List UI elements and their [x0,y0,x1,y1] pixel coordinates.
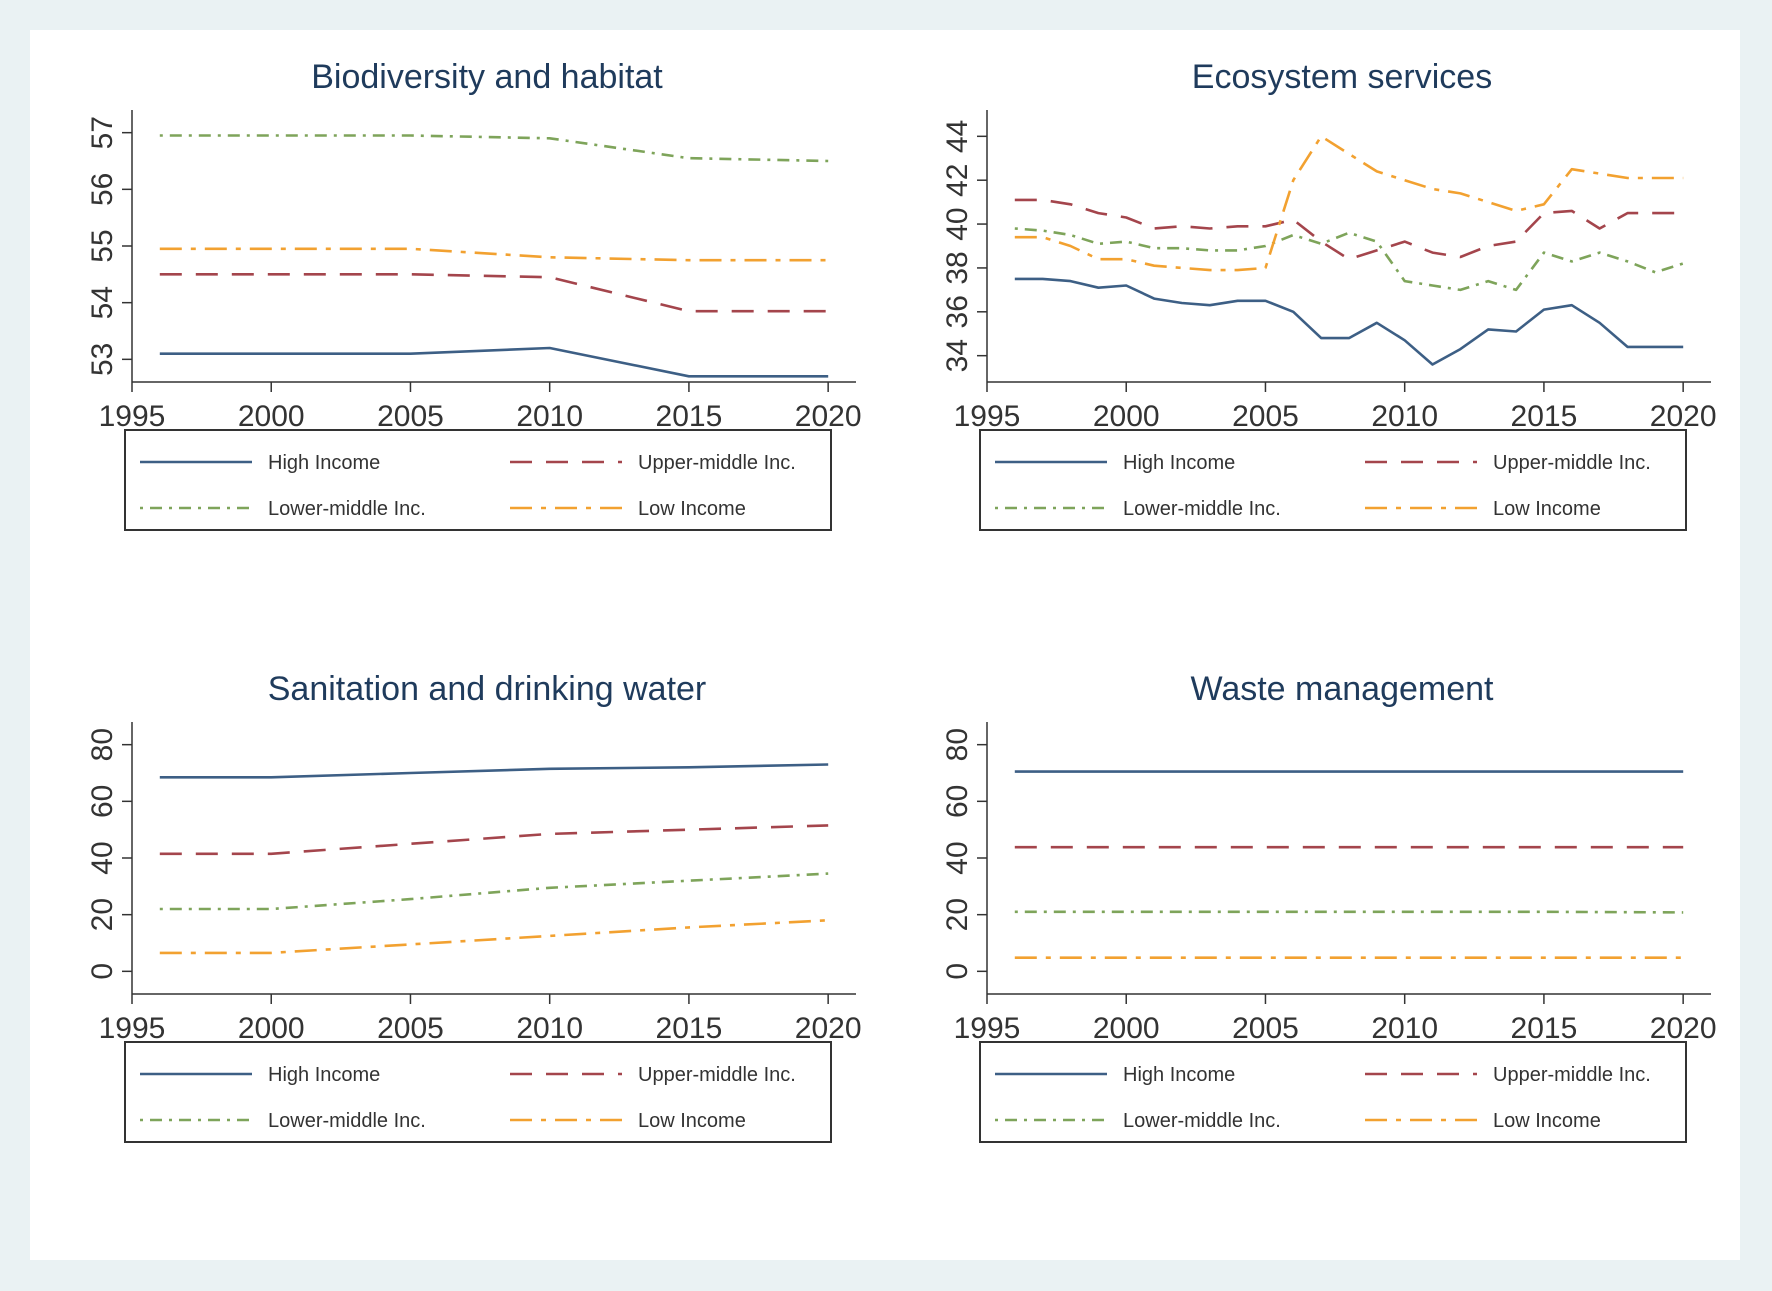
y-tick-label: 54 [86,286,119,319]
x-tick-label: 2005 [1232,1012,1299,1045]
legend-box [979,429,1687,531]
y-tick-label: 80 [86,728,119,761]
x-tick-label: 1995 [99,1012,166,1045]
legend-label: High Income [268,452,380,474]
legend-label: Low Income [638,1110,746,1132]
y-tick-label: 56 [86,173,119,206]
series-line-low-income [159,919,829,955]
chart-title: Ecosystem services [1192,58,1492,96]
x-tick-label: 2010 [516,1012,583,1045]
legend-label: Low Income [1493,1110,1601,1132]
legend-box [124,429,832,531]
x-tick-label: 1995 [954,1012,1021,1045]
legend-box [124,1041,832,1143]
series-line-lower-middle-inc [159,134,829,163]
legend-label: High Income [268,1064,380,1086]
y-tick-label: 40 [941,207,974,240]
x-tick-label: 2000 [238,1012,305,1045]
x-tick-label: 2020 [1650,400,1717,433]
x-tick-label: 2000 [238,400,305,433]
x-tick-label: 2005 [1232,400,1299,433]
series-line-upper-middle-inc [159,273,829,313]
series-line-upper-middle-inc [1014,198,1684,261]
x-tick-label: 2010 [1371,1012,1438,1045]
legend-label: Lower-middle Inc. [268,1110,426,1132]
series-line-lower-middle-inc [159,872,829,911]
y-tick-label: 40 [86,841,119,874]
legend-label: Low Income [1493,498,1601,520]
series-line-high-income [159,763,829,779]
x-tick-label: 2015 [1511,1012,1578,1045]
legend-label: Upper-middle Inc. [1493,1064,1651,1086]
y-tick-label: 44 [941,120,974,153]
y-tick-label: 53 [86,343,119,376]
legend-label: Low Income [638,498,746,520]
legend-label: Lower-middle Inc. [268,498,426,520]
figure-frame: Biodiversity and habitat 53 54 55 56 57 1995 20… [30,30,1740,1260]
series-line-low-income [159,247,829,262]
y-tick-label: 20 [941,898,974,931]
series-line-upper-middle-inc [159,824,829,856]
chart-title: Sanitation and drinking water [268,670,707,708]
chart-title: Waste management [1191,670,1495,708]
x-tick-label: 2015 [656,400,723,433]
y-tick-label: 20 [86,898,119,931]
x-tick-label: 2015 [1511,400,1578,433]
y-tick-label: 60 [941,785,974,818]
series-line-lower-middle-inc [1014,227,1684,292]
x-tick-label: 2005 [377,1012,444,1045]
y-tick-label: 40 [941,841,974,874]
series-line-high-income [159,346,829,378]
y-tick-label: 34 [941,339,974,372]
x-tick-label: 2010 [516,400,583,433]
legend-label: Upper-middle Inc. [1493,452,1651,474]
y-tick-label: 60 [86,785,119,818]
chart-panel-2: Ecosystem services 34 36 38 40 42 44 1995 2000 20… [941,58,1717,531]
y-tick-label: 80 [941,728,974,761]
legend-label: High Income [1123,1064,1235,1086]
y-tick-label: 0 [941,963,974,980]
legend-label: Upper-middle Inc. [638,1064,796,1086]
y-tick-label: 0 [86,963,119,980]
figure-svg: Biodiversity and habitat 53 54 55 56 57 1995 20… [86,58,1717,1143]
y-tick-label: 42 [941,164,974,197]
y-tick-label: 57 [86,116,119,149]
y-tick-label: 36 [941,295,974,328]
x-tick-label: 2000 [1093,1012,1160,1045]
x-tick-label: 1995 [99,400,166,433]
legend-label: Upper-middle Inc. [638,452,796,474]
x-tick-label: 2000 [1093,400,1160,433]
x-tick-label: 2015 [656,1012,723,1045]
chart-panel-1: Biodiversity and habitat 53 54 55 56 57 1995 20… [86,58,862,531]
series-line-high-income [1014,277,1684,366]
x-tick-label: 1995 [954,400,1021,433]
x-tick-label: 2020 [795,1012,862,1045]
y-tick-label: 38 [941,251,974,284]
chart-title: Biodiversity and habitat [311,58,663,96]
y-tick-label: 55 [86,229,119,262]
legend-label: Lower-middle Inc. [1123,1110,1281,1132]
series-line-low-income [1014,135,1684,272]
x-tick-label: 2020 [795,400,862,433]
legend-label: High Income [1123,452,1235,474]
x-tick-label: 2020 [1650,1012,1717,1045]
legend-box [979,1041,1687,1143]
x-tick-label: 2010 [1371,400,1438,433]
chart-panel-3: Sanitation and drinking water 0 20 40 60 80 19… [86,670,862,1143]
legend-label: Lower-middle Inc. [1123,498,1281,520]
x-tick-label: 2005 [377,400,444,433]
series-line-lower-middle-inc [1014,910,1684,914]
chart-panel-4: Waste management 0 20 40 60 80 1995 2000 2005 201… [941,670,1717,1143]
